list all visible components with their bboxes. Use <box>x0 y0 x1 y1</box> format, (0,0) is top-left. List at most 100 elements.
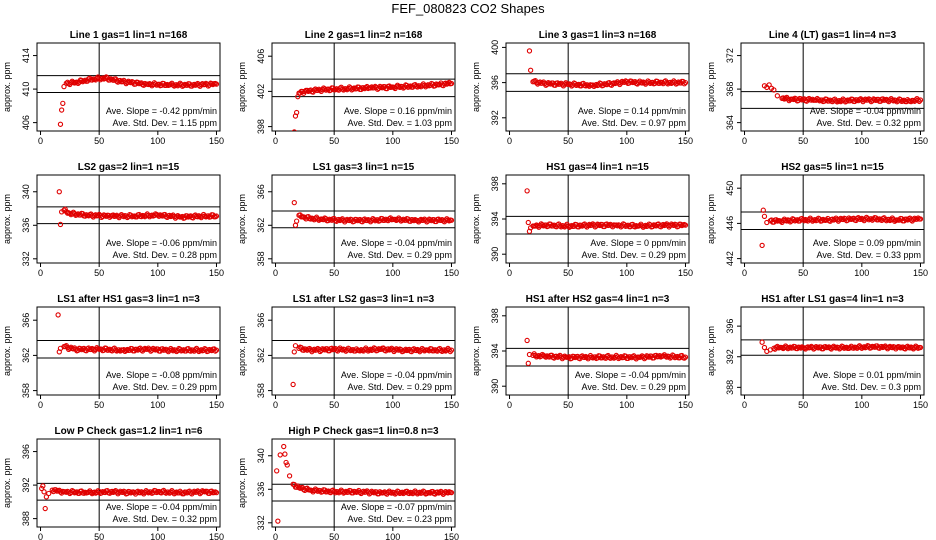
panel-9: LS1 after HS1 gas=3 lin=1 n=3 approx. ppm… <box>2 294 224 410</box>
panel-2-annotation-2: Ave. Std. Dev. = 1.03 ppm <box>348 118 452 128</box>
data-point <box>156 213 162 219</box>
data-point <box>180 82 187 89</box>
data-point <box>57 221 64 228</box>
data-point <box>89 77 95 83</box>
data-point <box>608 223 615 229</box>
data-point <box>292 343 299 349</box>
data-point <box>291 129 297 131</box>
data-point <box>55 312 61 318</box>
data-point <box>213 81 220 87</box>
panel-2-frame <box>271 42 456 132</box>
panel-13-xtick-label: 0 <box>38 532 43 540</box>
data-point <box>293 109 300 116</box>
data-point <box>865 215 871 222</box>
data-point <box>57 121 64 127</box>
panel-10-ytick-label: 366 <box>256 313 266 328</box>
panel-12-title: HS1 after LS1 gas=4 lin=1 n=3 <box>761 294 904 305</box>
panel-14-points <box>274 443 455 524</box>
panel-11-xtick-label: 100 <box>619 400 634 410</box>
data-point <box>406 490 412 497</box>
data-point <box>682 79 689 86</box>
data-point <box>448 347 455 353</box>
panel-14-xtick-label: 150 <box>444 532 459 540</box>
panel-12-ylabel: approx. ppm <box>706 326 716 376</box>
data-point <box>674 80 680 86</box>
data-point <box>571 353 577 360</box>
panel-14-frame <box>271 438 456 528</box>
panel-11-annotation-1: Ave. Slope = -0.04 ppm/min <box>575 370 686 380</box>
panel-10-xtick-label: 100 <box>385 400 400 410</box>
panel-8-title: HS2 gas=5 lin=1 n=15 <box>781 162 884 173</box>
panel-12-xtick-label: 0 <box>742 400 747 410</box>
panel-4-xtick-label: 150 <box>913 136 928 146</box>
data-point <box>539 222 546 228</box>
data-point <box>155 212 161 218</box>
data-point <box>413 489 419 496</box>
data-point <box>586 221 592 228</box>
panel-12-xtick-label: 100 <box>854 400 869 410</box>
data-point <box>281 443 287 450</box>
data-point <box>524 188 530 194</box>
data-point <box>682 354 689 360</box>
panel-6-ytick-label: 366 <box>256 184 266 199</box>
data-point <box>40 483 46 489</box>
data-point <box>78 77 85 84</box>
panel-6-ylabel: approx. ppm <box>237 194 247 244</box>
panel-13-xtick-label: 100 <box>150 532 165 540</box>
data-point <box>275 518 281 524</box>
panel-7-annotation-1: Ave. Slope = 0 ppm/min <box>590 238 686 248</box>
panel-13-annotation-2: Ave. Std. Dev. = 0.32 ppm <box>113 514 217 524</box>
data-point <box>862 96 868 102</box>
data-point <box>543 354 549 360</box>
data-point <box>43 494 50 500</box>
data-point <box>431 348 437 354</box>
data-point <box>445 80 451 87</box>
panel-1-points <box>57 74 220 127</box>
panel-14-ytick-label: 340 <box>256 448 266 463</box>
data-point <box>198 82 204 88</box>
panel-2-ytick-label: 398 <box>256 119 266 134</box>
data-point <box>290 381 296 388</box>
panel-5-ytick-label: 336 <box>21 218 31 233</box>
panel-4-annotation-1: Ave. Slope = -0.04 ppm/min <box>810 106 921 116</box>
panel-10-ytick-label: 358 <box>256 383 266 398</box>
data-point <box>448 80 455 87</box>
panel-2-ytick-label: 406 <box>256 49 266 64</box>
panel-4-ylabel: approx. ppm <box>706 62 716 112</box>
panel-13-ytick-label: 388 <box>21 511 31 526</box>
panel-7-ylabel: approx. ppm <box>471 194 481 244</box>
panel-4-xtick-label: 50 <box>798 136 808 146</box>
data-point <box>399 217 405 223</box>
data-point <box>914 216 920 222</box>
panel-2-points <box>291 79 455 131</box>
panel-8-annotation-1: Ave. Slope = 0.09 ppm/min <box>813 238 921 248</box>
panel-3-annotation-2: Ave. Std. Dev. = 0.97 ppm <box>582 118 686 128</box>
panel-2-title: Line 2 gas=1 lin=2 n=168 <box>305 30 423 41</box>
panel-8: HS2 gas=5 lin=1 n=15 approx. ppm 0 50 100 150… <box>706 162 928 278</box>
panel-9-ytick-label: 362 <box>21 348 31 363</box>
data-point <box>567 223 574 230</box>
panel-10-annotation-1: Ave. Slope = -0.04 ppm/min <box>341 370 452 380</box>
panel-2-xtick-label: 0 <box>273 136 278 146</box>
data-point <box>81 490 87 496</box>
data-point <box>138 214 145 220</box>
data-point <box>277 452 283 458</box>
panel-3-points <box>526 48 689 89</box>
panel-5-xtick-label: 0 <box>38 268 43 278</box>
panel-1-xtick-label: 0 <box>38 136 43 146</box>
data-point <box>170 82 176 88</box>
data-point <box>336 216 342 223</box>
panel-10-xtick-label: 150 <box>444 400 459 410</box>
panel-4-title: Line 4 (LT) gas=1 lin=4 n=3 <box>769 30 897 41</box>
panel-14-xtick-label: 50 <box>329 532 339 540</box>
panel-13-xtick-label: 50 <box>94 532 104 540</box>
panel-8-ytick-label: 450 <box>725 181 735 196</box>
panel-2-annotation-1: Ave. Slope = 0.16 ppm/min <box>344 106 452 116</box>
panel-6-xtick-label: 50 <box>329 268 339 278</box>
data-point <box>525 219 531 226</box>
panel-9-annotation-1: Ave. Slope = -0.08 ppm/min <box>106 370 217 380</box>
panel-11-ytick-label: 390 <box>490 379 500 394</box>
panel-8-xtick-label: 100 <box>854 268 869 278</box>
panel-10-title: LS1 after LS2 gas=3 lin=1 n=3 <box>293 294 435 305</box>
data-point <box>357 348 363 354</box>
